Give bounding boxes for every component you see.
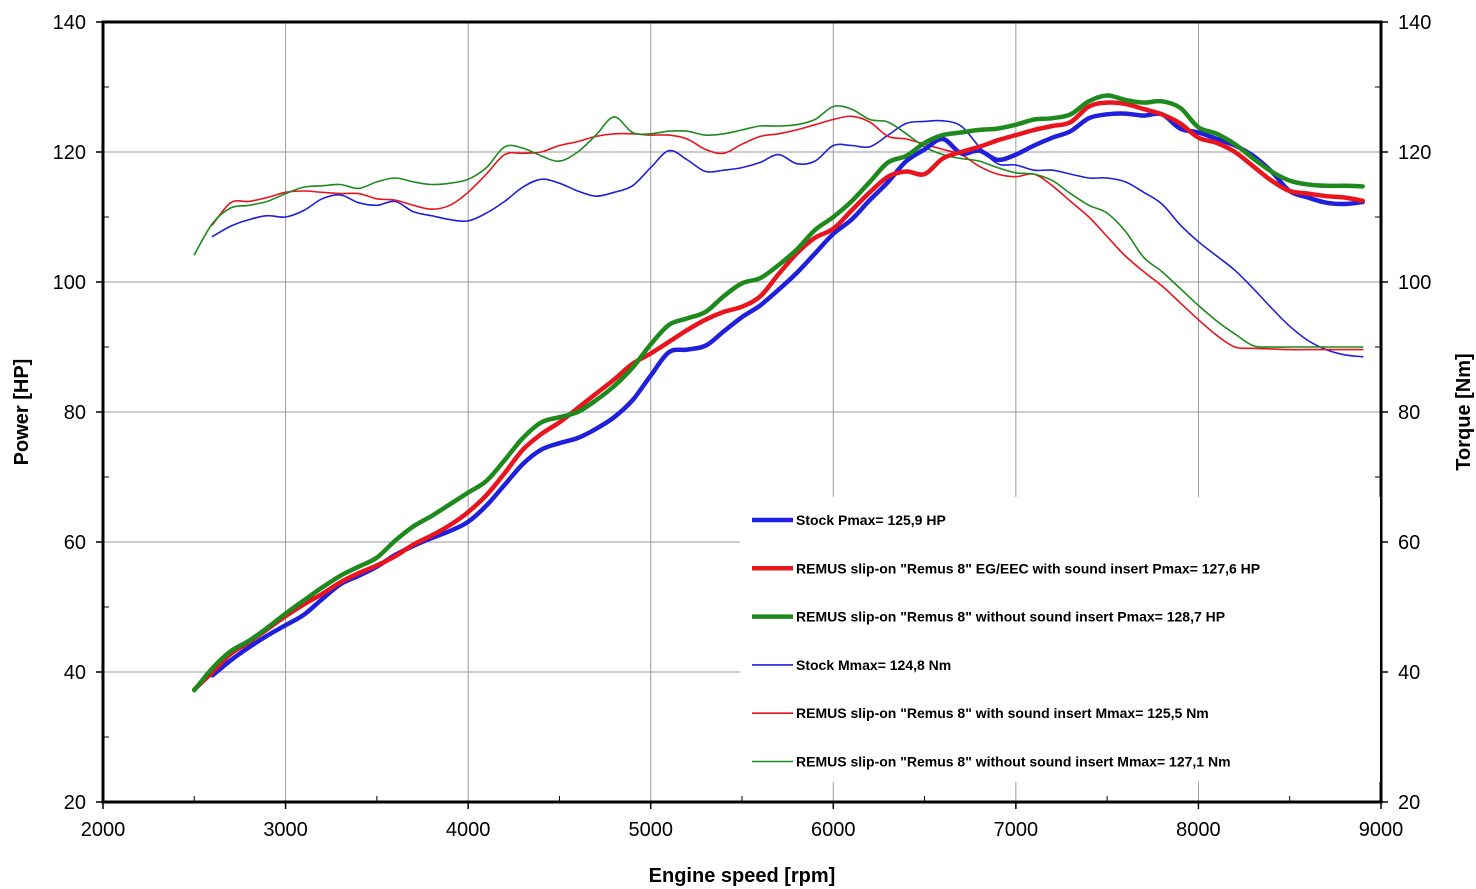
y-tick-labels: 20 40 60 80 100 120 140 [53, 12, 86, 814]
y-tick-label: 100 [53, 272, 86, 294]
tick-marks [96, 21, 1388, 809]
legend-label-3: REMUS slip-on "Remus 8" without sound in… [796, 609, 1225, 625]
series-line-3 [192, 93, 1365, 693]
x-tick-label: 9000 [1359, 819, 1404, 841]
y-axis-title: Power [HP] [11, 359, 33, 466]
y2-tick-label: 40 [1398, 662, 1420, 684]
y2-tick-label: 80 [1398, 402, 1420, 424]
legend-label-1: Stock Pmax= 125,9 HP [796, 512, 946, 528]
y-tick-label: 40 [64, 662, 86, 684]
legend-label-2: REMUS slip-on "Remus 8" EG/EEC with soun… [796, 560, 1260, 576]
x-tick-labels: 2000 3000 4000 5000 6000 7000 8000 9000 [81, 819, 1404, 841]
series-line-6 [193, 105, 1364, 348]
y-tick-label: 140 [53, 12, 86, 34]
series-line-5 [211, 115, 1364, 351]
legend-label-4: Stock Mmax= 124,8 Nm [796, 657, 951, 673]
x-tick-label: 8000 [1176, 819, 1221, 841]
y2-tick-labels: 20 40 60 80 100 120 140 [1398, 12, 1431, 814]
y2-tick-label: 20 [1398, 792, 1420, 814]
y-tick-label: 80 [64, 402, 86, 424]
x-tick-label: 3000 [263, 819, 308, 841]
x-tick-label: 2000 [81, 819, 126, 841]
legend-label-6: REMUS slip-on "Remus 8" without sound in… [796, 754, 1231, 770]
y2-tick-label: 120 [1398, 142, 1431, 164]
series-layer [192, 93, 1365, 693]
y-tick-label: 60 [64, 532, 86, 554]
y2-tick-label: 100 [1398, 272, 1431, 294]
series-line-2 [192, 100, 1365, 692]
legend: Stock Pmax= 125,9 HP REMUS slip-on "Remus… [740, 497, 1380, 782]
series-line-4 [211, 119, 1364, 358]
x-tick-label: 4000 [446, 819, 491, 841]
y-tick-label: 120 [53, 142, 86, 164]
x-tick-label: 6000 [811, 819, 856, 841]
legend-background [740, 497, 1380, 782]
x-tick-label: 7000 [994, 819, 1039, 841]
x-tick-label: 5000 [628, 819, 673, 841]
y-tick-label: 20 [64, 792, 86, 814]
y2-tick-label: 60 [1398, 532, 1420, 554]
legend-label-5: REMUS slip-on "Remus 8" with sound inser… [796, 705, 1209, 721]
y2-tick-label: 140 [1398, 12, 1431, 34]
y2-axis-title: Torque [Nm] [1453, 353, 1475, 470]
x-axis-title: Engine speed [rpm] [649, 865, 836, 887]
